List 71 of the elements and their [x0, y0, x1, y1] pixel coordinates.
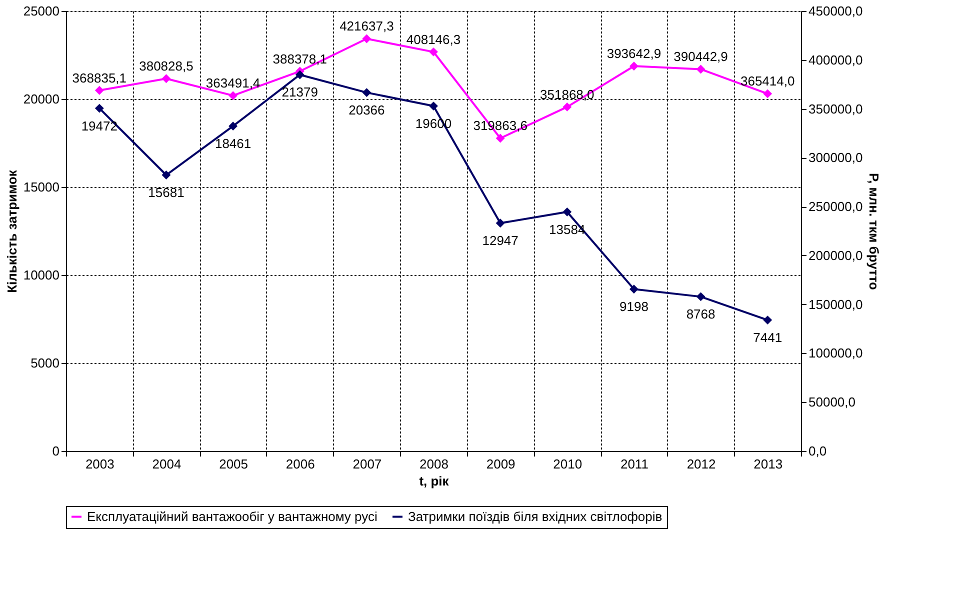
- y-tick-label: 10000: [23, 268, 60, 282]
- y-tick-label: 20000: [23, 92, 60, 106]
- point: [94, 104, 104, 113]
- data-label: 8768: [686, 306, 716, 322]
- y-tick-label: 15000: [23, 180, 60, 194]
- data-label: 363491,4: [206, 76, 260, 91]
- y-axis-title: Кількість затримок: [4, 170, 20, 293]
- y2-tick-label: 100000,0: [808, 346, 863, 361]
- point: [629, 284, 638, 294]
- data-label: 18461: [214, 136, 252, 152]
- point: [763, 316, 772, 325]
- point: [562, 102, 572, 112]
- y2-tick-label: 400000,0: [808, 52, 863, 68]
- point: [429, 102, 438, 111]
- point: [429, 47, 438, 56]
- data-label: 390442,9: [674, 49, 728, 64]
- point: [295, 70, 304, 80]
- data-label: 9198: [619, 299, 648, 314]
- x-tick-label: 2009: [486, 456, 516, 472]
- point: [496, 134, 505, 143]
- y2-tick-label: 350000,0: [808, 101, 863, 116]
- data-label: 7441: [753, 330, 782, 346]
- point: [228, 122, 238, 131]
- x-tick-label: 2004: [152, 456, 182, 472]
- y-tick-label: 25000: [23, 4, 60, 18]
- x-tick-label: 2011: [620, 456, 648, 472]
- point: [228, 91, 238, 100]
- y2-tick-label: 200000,0: [808, 248, 863, 263]
- x-tick-label: 2010: [553, 456, 582, 472]
- x-tick-label: 2007: [352, 456, 382, 472]
- legend-label: Затримки поїздів біля вхідних світлофорів: [408, 508, 662, 524]
- data-label: 15681: [148, 185, 184, 200]
- data-label: 365414,0: [740, 74, 795, 89]
- point: [696, 292, 706, 302]
- x-tick-label: 2012: [686, 456, 716, 472]
- point: [162, 74, 171, 84]
- data-label: 19472: [81, 118, 118, 134]
- data-label: 408146,3: [406, 32, 461, 47]
- point: [362, 34, 372, 44]
- point: [629, 62, 638, 71]
- y2-tick-label: 50000,0: [808, 394, 856, 410]
- data-label: 368835,1: [72, 70, 127, 86]
- point: [94, 86, 104, 95]
- y-tick-label: 0: [52, 444, 60, 458]
- y2-axis-title: P, млн. ткм брутто: [866, 173, 882, 290]
- data-label: 21379: [282, 84, 318, 100]
- y2-tick-label: 250000,0: [808, 199, 863, 214]
- x-tick-label: 2013: [754, 456, 783, 472]
- point: [562, 207, 572, 216]
- x-tick-label: 2006: [286, 456, 315, 472]
- y-tick-label: 5000: [30, 356, 60, 370]
- point: [362, 88, 372, 98]
- point: [162, 170, 171, 180]
- x-tick-label: 2005: [219, 456, 248, 472]
- y2-tick-label: 0,0: [808, 444, 827, 458]
- x-tick-label: 2008: [420, 456, 448, 472]
- data-label: 12947: [482, 233, 518, 248]
- point: [763, 89, 772, 98]
- y2-tick-label: 150000,0: [808, 296, 863, 312]
- x-axis-title: t, рік: [419, 474, 450, 488]
- legend-label: Експлуатаційний вантажообіг у вантажному русі: [87, 508, 378, 524]
- y2-tick-label: 300000,0: [808, 150, 863, 166]
- data-label: 20366: [348, 102, 385, 118]
- x-tick-label: 2003: [85, 456, 114, 472]
- data-label: 393642,9: [606, 46, 662, 62]
- point: [496, 218, 505, 228]
- y2-tick-label: 450000,0: [808, 4, 863, 18]
- data-label: 388378,1: [272, 51, 327, 66]
- point: [696, 64, 706, 74]
- data-label: 421637,3: [340, 18, 394, 34]
- data-label: 380828,5: [139, 58, 194, 74]
